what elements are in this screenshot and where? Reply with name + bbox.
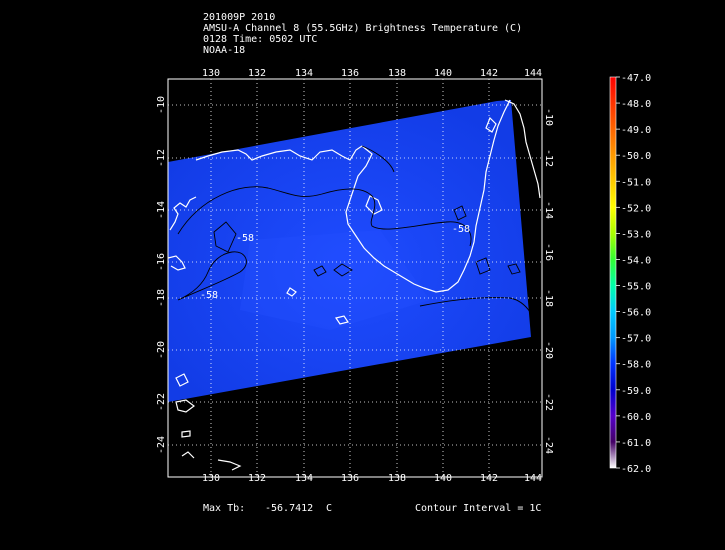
contour-label: -58 <box>200 290 218 301</box>
lat-tick-label: -24 <box>156 436 167 454</box>
colorbar-label: -55.0 <box>621 282 651 293</box>
lon-tick-label: 130 <box>202 473 220 484</box>
contour-label: -58 <box>236 233 254 244</box>
lon-tick-label: 140 <box>434 68 452 79</box>
colorbar-label: -47.0 <box>621 73 651 84</box>
max-tb-unit: C <box>326 503 333 514</box>
map-frame <box>167 78 543 478</box>
colorbar-label: -61.0 <box>621 438 651 449</box>
bottom-lon-axis: 130 132 134 136 138 140 142 144 <box>202 473 542 484</box>
lon-tick-label: 136 <box>341 473 359 484</box>
lat-tick-label: -10 <box>543 108 554 126</box>
lon-tick-label: 130 <box>202 68 220 79</box>
contour-interval: Contour Interval = 1C <box>415 503 542 514</box>
lat-tick-label: -14 <box>156 201 167 219</box>
title-line-1: 201009P 2010 <box>203 12 276 23</box>
colorbar: -47.0 -48.0 -49.0 -50.0 -51.0 -52.0 -53.0 -54.0… <box>609 73 651 475</box>
colorbar-gradient <box>609 76 617 469</box>
colorbar-label: -50.0 <box>621 151 651 162</box>
lat-tick-label: -10 <box>156 96 167 114</box>
colorbar-label: -53.0 <box>621 229 651 240</box>
lat-tick-label: -12 <box>543 149 554 167</box>
swath-lighter-region <box>240 230 430 330</box>
lat-tick-label: -14 <box>543 201 554 219</box>
lon-tick-label: 138 <box>388 473 406 484</box>
colorbar-label: -51.0 <box>621 177 651 188</box>
lat-tick-label: -20 <box>156 341 167 359</box>
colorbar-label: -54.0 <box>621 255 651 266</box>
lat-tick-label: -16 <box>156 253 167 271</box>
lon-tick-label: 144 <box>524 68 542 79</box>
left-lat-axis: -10 -12 -14 -16 -18 -20 -22 -24 <box>156 96 167 454</box>
lon-tick-label: 136 <box>341 68 359 79</box>
lat-tick-label: -12 <box>156 149 167 167</box>
lat-tick-label: -16 <box>543 243 554 261</box>
max-tb-label: Max Tb: <box>203 503 246 514</box>
colorbar-label: -52.0 <box>621 203 651 214</box>
lon-tick-label: 132 <box>248 68 266 79</box>
lat-tick-label: -24 <box>543 436 554 454</box>
lon-tick-label: 134 <box>295 68 313 79</box>
lat-tick-label: -22 <box>543 393 554 411</box>
colorbar-label: -62.0 <box>621 464 651 475</box>
lat-tick-label: -18 <box>156 289 167 307</box>
lon-tick-label: 132 <box>248 473 266 484</box>
colorbar-label: -59.0 <box>621 386 651 397</box>
contour-label: -58 <box>452 224 470 235</box>
colorbar-label: -49.0 <box>621 125 651 136</box>
colorbar-label: -56.0 <box>621 308 651 319</box>
colorbar-label: -48.0 <box>621 99 651 110</box>
title-line-4: NOAA-18 <box>203 45 246 56</box>
lon-tick-label: 138 <box>388 68 406 79</box>
lat-tick-label: -18 <box>543 289 554 307</box>
title-line-2: AMSU-A Channel 8 (55.5GHz) Brightness Te… <box>203 23 523 34</box>
lon-tick-label: 140 <box>434 473 452 484</box>
lon-tick-label: 144 <box>524 473 542 484</box>
lon-tick-label: 142 <box>480 68 498 79</box>
lat-tick-label: -20 <box>543 341 554 359</box>
lon-tick-label: 142 <box>480 473 498 484</box>
contour-lines <box>177 145 531 313</box>
colorbar-label: -58.0 <box>621 360 651 371</box>
max-tb-value: -56.7412 <box>265 503 314 514</box>
top-lon-axis: 130 132 134 136 138 140 142 144 <box>202 68 542 79</box>
satellite-swath <box>168 100 531 402</box>
colorbar-label: -57.0 <box>621 334 651 345</box>
title-line-3: 0128 Time: 0502 UTC <box>203 34 318 45</box>
colorbar-label: -60.0 <box>621 412 651 423</box>
lat-tick-label: -22 <box>156 393 167 411</box>
right-lat-axis: -10 -12 -14 -16 -18 -20 -22 -24 <box>543 108 554 454</box>
lon-tick-label: 134 <box>295 473 313 484</box>
